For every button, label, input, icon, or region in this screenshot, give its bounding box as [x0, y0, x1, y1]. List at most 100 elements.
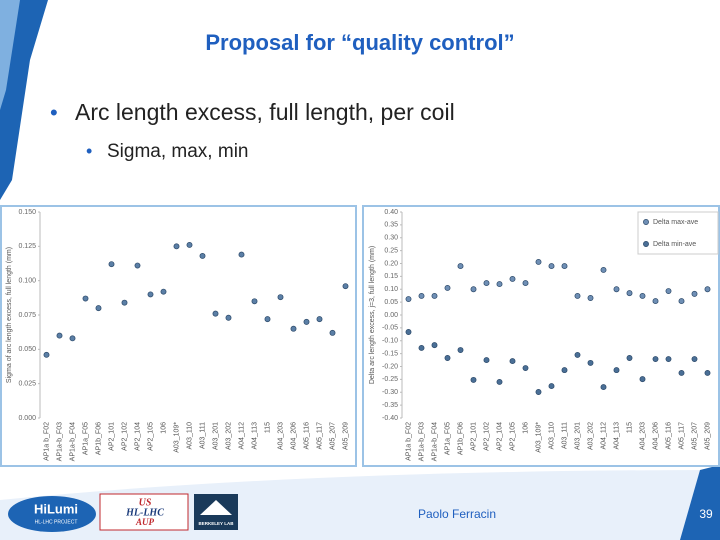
- data-point: [691, 356, 698, 362]
- y-tick-label: 0.125: [18, 243, 36, 250]
- x-tick-label: A05_207: [329, 422, 336, 450]
- sub-bullet: Sigma, max, min: [107, 141, 248, 162]
- data-point: [626, 290, 633, 297]
- data-point: [121, 299, 128, 306]
- data-point: [665, 356, 672, 362]
- legend-swatch: [643, 241, 649, 247]
- y-tick-label: 0.40: [384, 209, 398, 216]
- data-point: [574, 351, 581, 358]
- x-tick-label: AP1b_F06: [95, 422, 102, 455]
- x-tick-label: AP1a_F05: [82, 422, 89, 455]
- logo-berkeley: BERKELEY LAB: [194, 494, 238, 530]
- data-point: [613, 367, 620, 374]
- x-tick-label: AP1a-b_F03: [56, 422, 63, 461]
- y-tick-label: -0.10: [382, 338, 398, 345]
- y-tick-label: 0.05: [384, 299, 398, 306]
- data-point: [95, 305, 102, 312]
- data-point: [69, 335, 76, 342]
- x-tick-label: A03_110: [186, 422, 193, 450]
- data-point: [470, 286, 477, 293]
- slide-title: Proposal for “quality control”: [205, 30, 514, 55]
- data-point: [678, 298, 685, 305]
- x-tick-label: A05_117: [316, 422, 323, 450]
- data-point: [587, 295, 594, 301]
- data-point: [82, 295, 89, 302]
- data-point: [613, 286, 620, 293]
- y-tick-label: -0.25: [382, 376, 398, 383]
- x-tick-label: A05_116: [303, 422, 310, 450]
- x-tick-label: A05_209: [342, 422, 349, 450]
- data-point: [548, 383, 555, 390]
- data-point: [522, 365, 529, 371]
- y-tick-label: 0.00: [384, 312, 398, 319]
- data-point: [212, 310, 219, 317]
- data-point: [264, 316, 271, 323]
- bullet: Arc length excess, full length, per coil: [75, 99, 455, 125]
- legend-label: Delta max-ave: [653, 219, 698, 226]
- data-point: [418, 345, 425, 351]
- data-point: [431, 342, 438, 349]
- bullet-mark: •: [86, 141, 92, 161]
- x-tick-label: A03_202: [587, 422, 594, 450]
- data-point: [483, 280, 490, 287]
- y-tick-label: -0.15: [382, 350, 398, 357]
- y-tick-label: 0.35: [384, 222, 398, 229]
- x-tick-label: A05_209: [704, 422, 711, 450]
- data-point: [496, 281, 503, 288]
- x-tick-label: AP2_105: [509, 422, 516, 451]
- data-point: [652, 356, 659, 362]
- data-point: [678, 369, 685, 376]
- data-point: [56, 332, 63, 339]
- data-point: [665, 288, 672, 295]
- x-tick-label: A04_206: [652, 422, 659, 450]
- data-point: [691, 290, 698, 297]
- x-tick-label: AP1a_F05: [444, 422, 451, 455]
- x-tick-label: AP1a b_F02: [43, 422, 50, 461]
- x-tick-label: A04_113: [251, 422, 258, 450]
- x-tick-label: A04_112: [238, 422, 245, 450]
- data-point: [561, 367, 568, 374]
- y-tick-label: 0.10: [384, 286, 398, 293]
- x-tick-label: 106: [160, 422, 167, 434]
- x-tick-label: A04_113: [613, 422, 620, 450]
- data-point: [587, 359, 594, 366]
- x-tick-label: AP2_101: [108, 422, 115, 451]
- data-point: [186, 242, 193, 248]
- y-tick-label: 0.15: [384, 273, 398, 280]
- data-point: [329, 329, 336, 336]
- x-tick-label: A04_206: [290, 422, 297, 450]
- data-point: [704, 286, 711, 293]
- y-tick-label: 0.100: [18, 278, 36, 285]
- logo-text: US: [139, 497, 152, 508]
- data-point: [548, 263, 555, 270]
- data-point: [173, 243, 180, 250]
- data-point: [600, 266, 607, 273]
- data-point: [574, 292, 581, 299]
- y-tick-label: -0.20: [382, 363, 398, 370]
- logo-text: HL-LHC PROJECT: [35, 519, 78, 525]
- legend-label: Delta min-ave: [653, 241, 696, 248]
- page-number: 39: [699, 507, 713, 521]
- x-tick-label: AP2_102: [121, 422, 128, 451]
- data-point: [290, 325, 297, 332]
- data-point: [160, 288, 167, 295]
- data-point: [561, 263, 568, 270]
- y-tick-label: 0.20: [384, 260, 398, 267]
- x-tick-label: A04_112: [600, 422, 607, 450]
- logo-shape: [99, 493, 189, 531]
- x-tick-label: 115: [264, 422, 271, 433]
- y-tick-label: -0.30: [382, 389, 398, 396]
- data-point: [600, 384, 607, 391]
- x-tick-label: A03_110: [548, 422, 555, 450]
- y-tick-label: 0.000: [18, 415, 36, 422]
- data-point: [251, 298, 258, 305]
- x-tick-label: A03_202: [225, 422, 232, 450]
- y-tick-label: 0.30: [384, 235, 398, 242]
- x-tick-label: A05_207: [691, 422, 698, 450]
- x-tick-label: AP2_102: [483, 422, 490, 451]
- x-tick-label: A03_201: [574, 422, 581, 450]
- data-point: [483, 357, 490, 364]
- data-point: [147, 291, 154, 298]
- data-point: [470, 376, 477, 383]
